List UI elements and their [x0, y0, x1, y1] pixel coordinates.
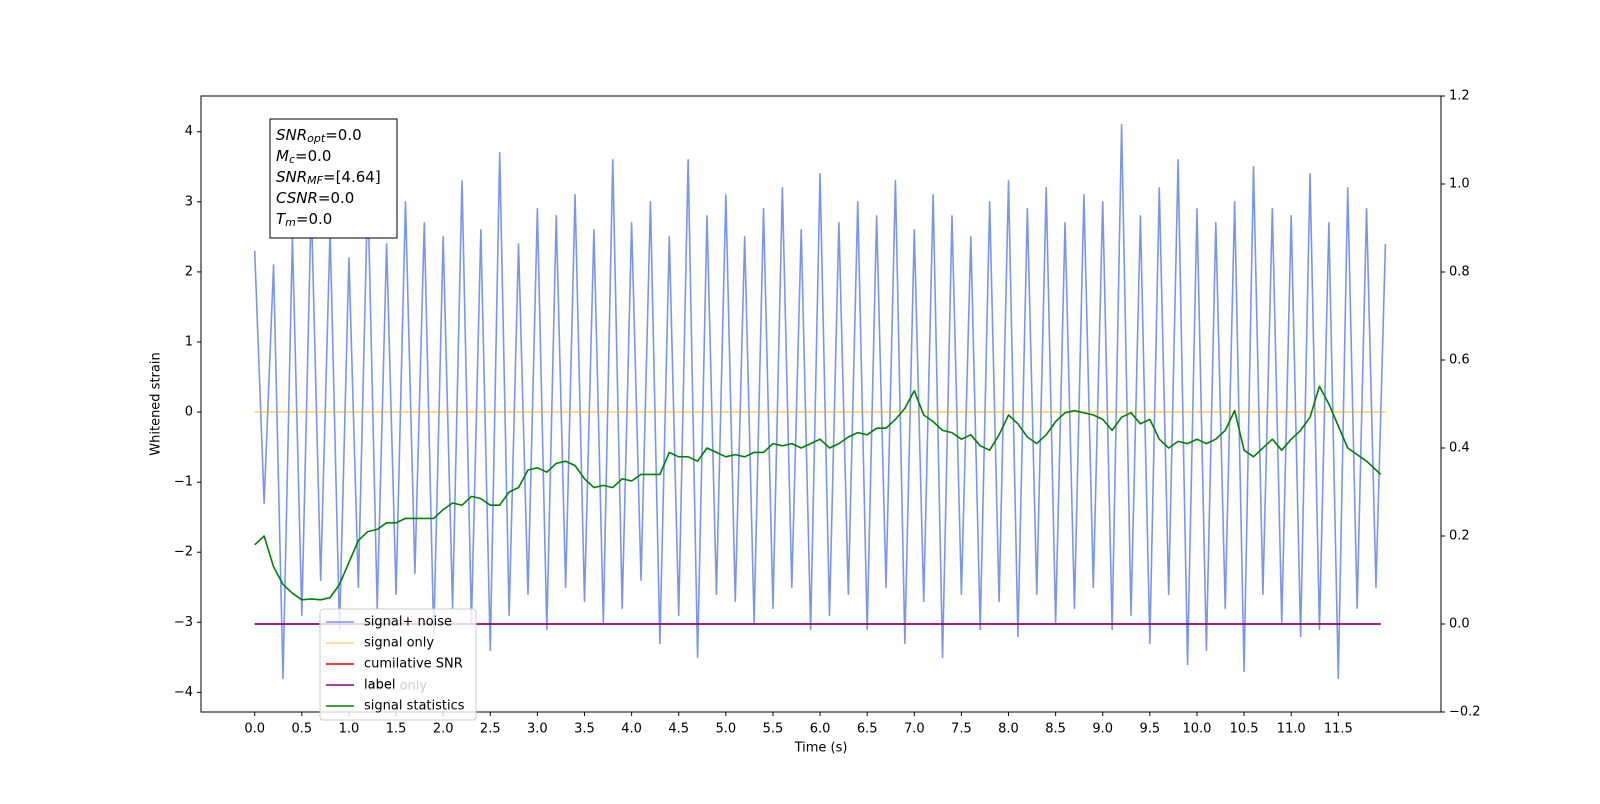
y2-tick-label: −0.2 — [1449, 705, 1481, 720]
y-tick-label: −1 — [174, 475, 193, 490]
legend-label: signal only — [364, 636, 434, 651]
info-sub: c — [289, 153, 295, 166]
y2-tick-label: 1.0 — [1449, 177, 1470, 192]
y-axis-label: Whitened strain — [149, 352, 164, 455]
y2-tick-label: 0.6 — [1449, 353, 1470, 368]
x-axis-label: Time (s) — [794, 741, 848, 756]
y-tick-label: 2 — [185, 264, 193, 279]
y2-tick-label: 0.4 — [1449, 441, 1470, 456]
info-text: =0.0 — [318, 189, 354, 207]
series-line — [253, 123, 1387, 680]
series-line — [254, 385, 1382, 601]
info-box — [269, 118, 398, 239]
info-line: SNRMF=[4.64] — [276, 168, 381, 188]
x-tick-label: 8.0 — [998, 722, 1019, 737]
legend-label: signal+ noise — [364, 615, 452, 630]
x-tick-label: 6.5 — [857, 722, 878, 737]
x-tick-label: 2.0 — [433, 722, 454, 737]
info-text: =0.0 — [296, 210, 332, 228]
legend-label: label — [364, 678, 395, 693]
info-text: =[4.64] — [323, 168, 381, 186]
x-tick-label: 9.5 — [1140, 722, 1161, 737]
x-tick-label: 4.0 — [621, 722, 642, 737]
x-tick-label: 8.5 — [1045, 722, 1066, 737]
y2-tick-label: 0.2 — [1449, 529, 1470, 544]
y-tick-label: −2 — [174, 545, 193, 560]
x-tick-label: 3.5 — [574, 722, 595, 737]
legend-label: signal statistics — [364, 699, 465, 714]
y2-tick-label: 1.2 — [1449, 89, 1470, 104]
x-tick-label: 4.5 — [668, 722, 689, 737]
x-tick-label: 10.5 — [1230, 722, 1259, 737]
info-name: SNR — [276, 126, 307, 144]
info-line: Tm=0.0 — [276, 210, 332, 230]
x-tick-label: 7.0 — [904, 722, 925, 737]
info-name: M — [276, 147, 289, 165]
y-tick-label: 0 — [185, 405, 193, 420]
x-tick-label: 9.0 — [1092, 722, 1113, 737]
y-tick-label: 1 — [185, 334, 193, 349]
info-line: Mc=0.0 — [276, 147, 331, 167]
info-name: CSNR — [276, 189, 318, 207]
y2-tick-label: 0.8 — [1449, 265, 1470, 280]
y-tick-label: −4 — [174, 685, 193, 700]
info-name: SNR — [276, 168, 307, 186]
x-tick-label: 1.0 — [339, 722, 360, 737]
x-tick-label: 11.5 — [1324, 722, 1353, 737]
y-tick-label: 4 — [185, 124, 193, 139]
x-tick-label: 5.0 — [715, 722, 736, 737]
info-sub: opt — [307, 132, 326, 145]
info-line: SNRopt=0.0 — [276, 126, 362, 146]
info-line: CSNR=0.0 — [276, 189, 354, 207]
info-name: T — [276, 210, 287, 228]
info-text: =0.0 — [295, 147, 331, 165]
info-sub: m — [285, 216, 296, 229]
x-tick-label: 7.5 — [951, 722, 972, 737]
legend-box — [319, 608, 477, 721]
x-tick-label: 2.5 — [480, 722, 501, 737]
y2-tick-label: 0.0 — [1449, 617, 1470, 632]
x-tick-label: 0.5 — [291, 722, 312, 737]
x-tick-label: 6.0 — [810, 722, 831, 737]
info-text: =0.0 — [325, 126, 361, 144]
info-sub: MF — [307, 174, 323, 187]
y-tick-label: −3 — [174, 615, 193, 630]
x-tick-label: 0.0 — [244, 722, 265, 737]
x-tick-label: 10.0 — [1182, 722, 1211, 737]
x-tick-label: 3.0 — [527, 722, 548, 737]
axes-frame — [200, 95, 1442, 713]
legend-label: cumilative SNR — [364, 657, 463, 672]
y-tick-label: 3 — [185, 194, 193, 209]
x-tick-label: 1.5 — [386, 722, 407, 737]
x-tick-label: 11.0 — [1277, 722, 1306, 737]
x-tick-label: 5.5 — [763, 722, 784, 737]
